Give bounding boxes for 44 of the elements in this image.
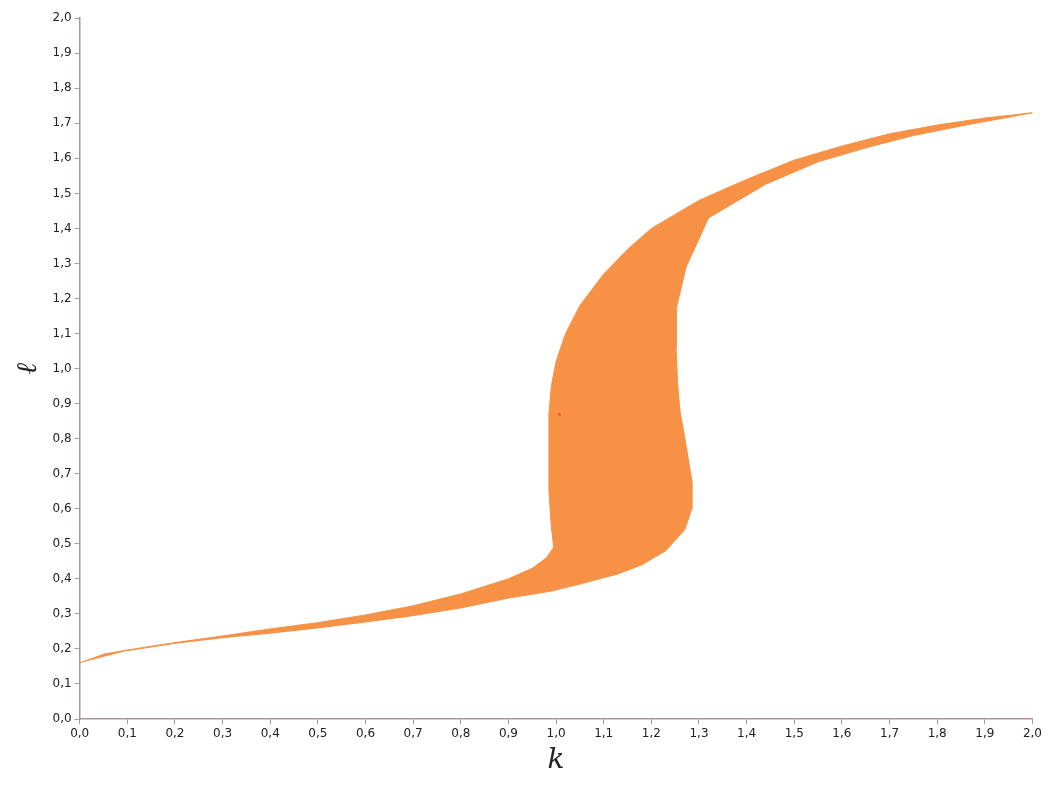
x-tick-label: 1,8 xyxy=(927,726,947,741)
y-tick-label: 1,6 xyxy=(52,150,72,165)
y-tick-label: 1,4 xyxy=(52,220,72,235)
y-tick-label: 0,8 xyxy=(52,430,72,445)
x-tick-label: 1,5 xyxy=(784,726,804,741)
y-tick-label: 1,2 xyxy=(52,290,72,305)
y-tick-label: 1,0 xyxy=(52,360,72,375)
x-tick-label: 0,7 xyxy=(403,726,423,741)
x-tick-label: 0,0 xyxy=(70,726,90,741)
y-tick-label: 1,3 xyxy=(52,255,72,270)
x-axis-title: k xyxy=(547,742,565,776)
x-tick-label: 0,1 xyxy=(117,726,137,741)
x-tick-label: 0,4 xyxy=(260,726,280,741)
x-tick-label: 1,6 xyxy=(832,726,852,741)
y-tick-label: 1,8 xyxy=(52,80,72,95)
y-tick-label: 0,5 xyxy=(52,535,72,550)
x-tick-label: 1,7 xyxy=(880,726,900,741)
x-tick-label: 1,1 xyxy=(594,726,614,741)
y-tick-label: 1,1 xyxy=(52,325,72,340)
y-tick-label: 1,7 xyxy=(52,115,72,130)
x-tick-label: 1,3 xyxy=(689,726,709,741)
y-tick-label: 0,9 xyxy=(52,395,72,410)
x-tick-label: 0,3 xyxy=(213,726,233,741)
x-tick-label: 0,9 xyxy=(498,726,518,741)
y-tick-label: 0,3 xyxy=(52,606,72,621)
y-tick-label: 1,5 xyxy=(52,185,72,200)
x-tick-label: 0,8 xyxy=(451,726,471,741)
x-tick-label: 1,9 xyxy=(975,726,995,741)
y-tick-label: 0,1 xyxy=(52,676,72,691)
x-tick-label: 1,0 xyxy=(546,726,566,741)
x-tick-label: 1,2 xyxy=(641,726,661,741)
y-tick-label: 0,4 xyxy=(52,570,72,585)
y-tick-label: 0,2 xyxy=(52,641,72,656)
x-tick-label: 0,2 xyxy=(165,726,185,741)
y-tick-label: 0,6 xyxy=(52,500,72,515)
y-tick-label: 0,7 xyxy=(52,465,72,480)
y-tick-label: 2,0 xyxy=(52,10,72,25)
y-tick-label: 0,0 xyxy=(52,711,72,726)
y-tick-label: 1,9 xyxy=(52,45,72,60)
x-tick-label: 2,0 xyxy=(1022,726,1042,741)
x-tick-label: 1,4 xyxy=(737,726,757,741)
x-tick-label: 0,6 xyxy=(355,726,376,741)
x-tick-label: 0,5 xyxy=(308,726,328,741)
y-axis-title: ℓ xyxy=(10,362,44,375)
